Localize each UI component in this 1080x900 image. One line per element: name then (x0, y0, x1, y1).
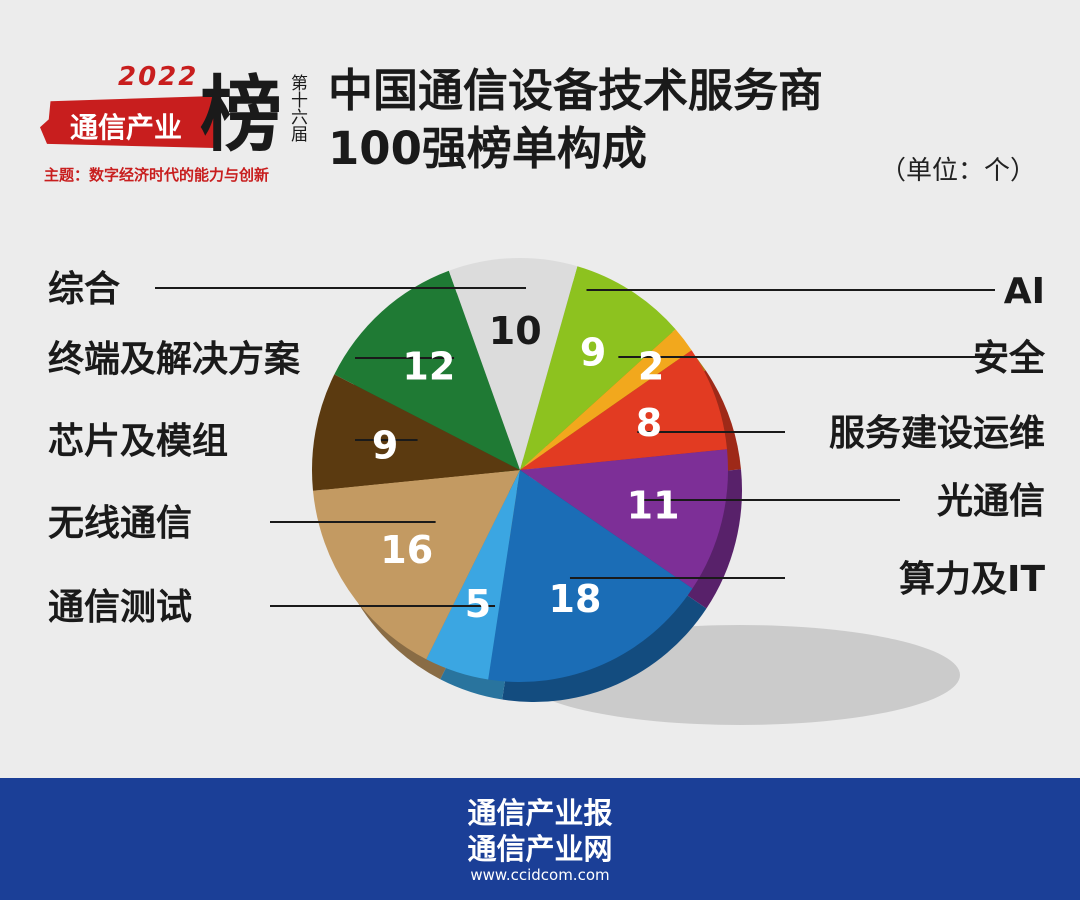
category-label-6: 无线通信 (48, 503, 192, 544)
footer-line-1: 通信产业报 (467, 796, 613, 830)
category-label-9: 综合 (48, 269, 120, 310)
logo-theme: 主题：数字经济时代的能力与创新 (44, 166, 270, 184)
category-label-5: 通信测试 (48, 587, 192, 628)
slice-4 (488, 470, 693, 682)
value-label-9: 10 (489, 309, 542, 353)
value-label-2: 8 (636, 401, 662, 445)
page-title: 中国通信设备技术服务商 100强榜单构成 (328, 62, 823, 178)
logo-big-char: 榜 (200, 67, 283, 163)
slice-2 (520, 350, 728, 470)
category-label-4: 算力及IT (899, 559, 1045, 600)
slice-8 (334, 270, 520, 470)
slice-6 (312, 470, 520, 660)
slice-5 (426, 470, 520, 680)
title-line-1: 中国通信设备技术服务商 (328, 64, 824, 117)
logo-banner-text: 通信产业 (70, 111, 183, 144)
title-line-2: 100强榜单构成 (328, 122, 647, 175)
slice-9 (448, 258, 578, 470)
category-label-0: AI (1004, 271, 1045, 312)
value-label-0: 9 (580, 331, 606, 375)
value-label-5: 5 (465, 582, 491, 626)
category-label-7: 芯片及模组 (48, 421, 228, 462)
footer: 通信产业报 通信产业网 www.ccidcom.com (0, 778, 1080, 900)
logo-year: 2022 (118, 62, 199, 92)
logo-banner (40, 96, 215, 148)
footer-line-2: 通信产业网 (467, 832, 613, 866)
footer-url: www.ccidcom.com (470, 866, 610, 884)
category-label-1: 安全 (973, 337, 1046, 379)
value-label-8: 12 (402, 344, 455, 388)
category-label-3: 光通信 (937, 481, 1045, 522)
pie-chart: AI 9 安全 2 服务建设运维 8 光通信 11 算力及IT 18 通信测试 5 无线通信 16 芯片及模… (48, 258, 1046, 725)
value-label-1: 2 (638, 345, 664, 389)
value-label-3: 11 (627, 483, 680, 527)
slice-3 (520, 449, 728, 589)
slice-0 (520, 266, 676, 470)
logo-edition: 第十六届 (287, 74, 307, 142)
slice-7 (312, 374, 520, 491)
value-label-7: 9 (372, 423, 398, 467)
logo: 2022 通信产业 榜 第十六届 主题：数字经济时代的能力与创新 (40, 60, 310, 190)
category-label-2: 服务建设运维 (829, 413, 1045, 454)
value-label-6: 16 (380, 528, 433, 572)
slice-1 (520, 329, 692, 470)
value-label-4: 18 (549, 577, 602, 621)
unit-label: （单位：个） (880, 156, 1037, 186)
category-label-8: 终端及解决方案 (48, 339, 301, 380)
